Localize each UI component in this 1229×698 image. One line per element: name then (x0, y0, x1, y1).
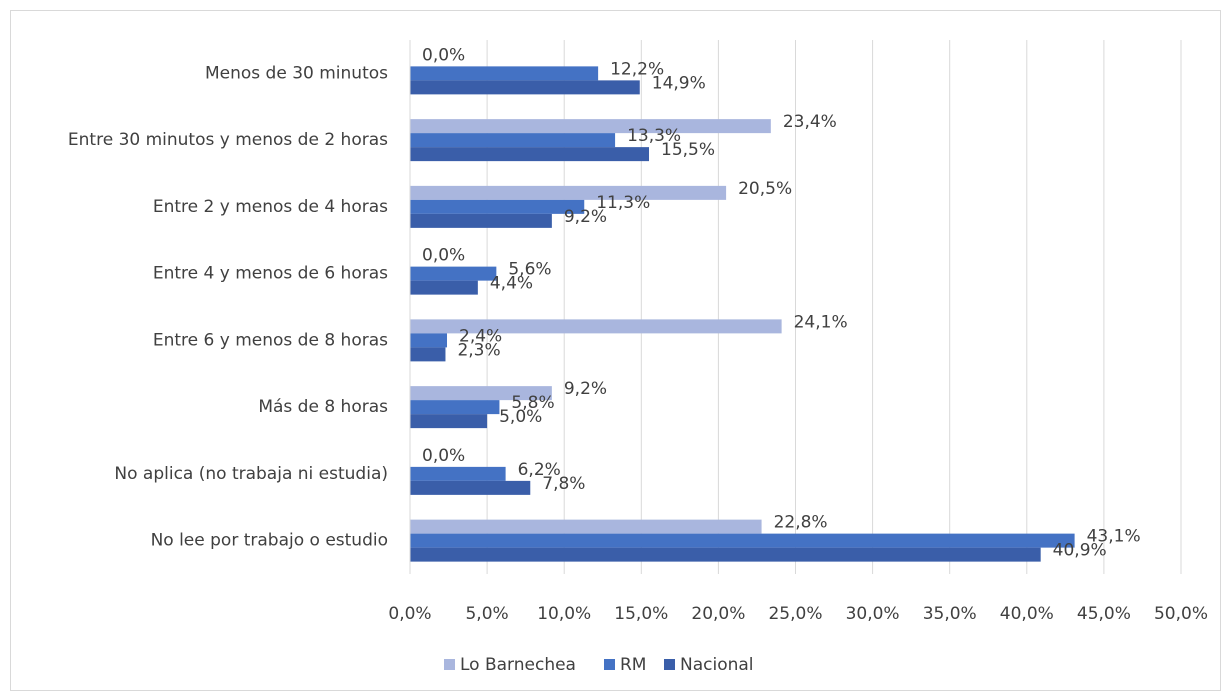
bar (410, 80, 640, 95)
data-label: 0,0% (422, 446, 465, 466)
data-label: 11,3% (596, 193, 650, 213)
bar (410, 466, 506, 481)
data-label: 20,5% (738, 179, 792, 199)
data-label: 14,9% (652, 73, 706, 93)
y-tick-label: No aplica (no trabaja ni estudia) (114, 464, 388, 484)
bar (410, 414, 488, 429)
y-tick-label: Entre 2 y menos de 4 horas (153, 197, 388, 217)
data-label: 5,6% (508, 260, 551, 280)
data-label: 7,8% (542, 474, 585, 494)
data-label: 4,4% (490, 274, 533, 294)
data-label: 0,0% (422, 45, 465, 65)
data-label: 2,3% (457, 340, 500, 360)
x-tick-label: 35,0% (923, 604, 977, 624)
legend-label: Nacional (680, 655, 754, 675)
y-tick-label: Entre 6 y menos de 8 horas (153, 330, 388, 350)
data-label: 5,8% (511, 393, 554, 413)
bar (410, 519, 762, 534)
chart-frame (10, 10, 1221, 691)
x-tick-label: 5,0% (465, 604, 508, 624)
legend-swatch (604, 659, 615, 670)
x-tick-label: 25,0% (768, 604, 822, 624)
bar (410, 319, 782, 334)
legend-label: RM (620, 655, 646, 675)
bar (410, 533, 1075, 548)
bar (410, 547, 1041, 562)
y-tick-label: Entre 4 y menos de 6 horas (153, 264, 388, 284)
data-label: 2,4% (459, 326, 502, 346)
x-tick-label: 30,0% (846, 604, 900, 624)
x-tick-label: 20,0% (691, 604, 745, 624)
data-label: 0,0% (422, 246, 465, 266)
data-label: 13,3% (627, 126, 681, 146)
data-label: 40,9% (1053, 541, 1107, 561)
bar (410, 280, 478, 295)
bar (410, 266, 497, 281)
data-label: 9,2% (564, 379, 607, 399)
data-label: 43,1% (1087, 527, 1141, 547)
x-tick-label: 10,0% (537, 604, 591, 624)
x-tick-label: 40,0% (1000, 604, 1054, 624)
bar (410, 147, 650, 162)
bar (410, 347, 446, 362)
bar (410, 66, 599, 81)
bar (410, 199, 585, 214)
legend-swatch (664, 659, 675, 670)
x-tick-label: 15,0% (614, 604, 668, 624)
data-label: 22,8% (774, 513, 828, 533)
y-tick-label: Menos de 30 minutos (205, 63, 388, 83)
data-label: 12,2% (610, 59, 664, 79)
bar (410, 133, 616, 148)
bar (410, 333, 448, 348)
y-tick-label: Entre 30 minutos y menos de 2 horas (68, 130, 388, 150)
bar (410, 213, 552, 228)
data-label: 23,4% (783, 112, 837, 132)
bar (410, 480, 531, 495)
legend-label: Lo Barnechea (460, 655, 576, 675)
data-label: 15,5% (661, 140, 715, 160)
y-tick-label: Más de 8 horas (258, 397, 388, 417)
data-label: 5,0% (499, 407, 542, 427)
x-tick-label: 0,0% (388, 604, 431, 624)
x-tick-label: 45,0% (1077, 604, 1131, 624)
y-tick-label: No lee por trabajo o estudio (151, 531, 388, 551)
bar (410, 119, 771, 134)
legend-swatch (444, 659, 455, 670)
data-label: 6,2% (518, 460, 561, 480)
bar (410, 386, 552, 401)
bar (410, 400, 500, 415)
bar (410, 185, 727, 200)
data-label: 9,2% (564, 207, 607, 227)
data-label: 24,1% (794, 312, 848, 332)
x-tick-label: 50,0% (1154, 604, 1208, 624)
